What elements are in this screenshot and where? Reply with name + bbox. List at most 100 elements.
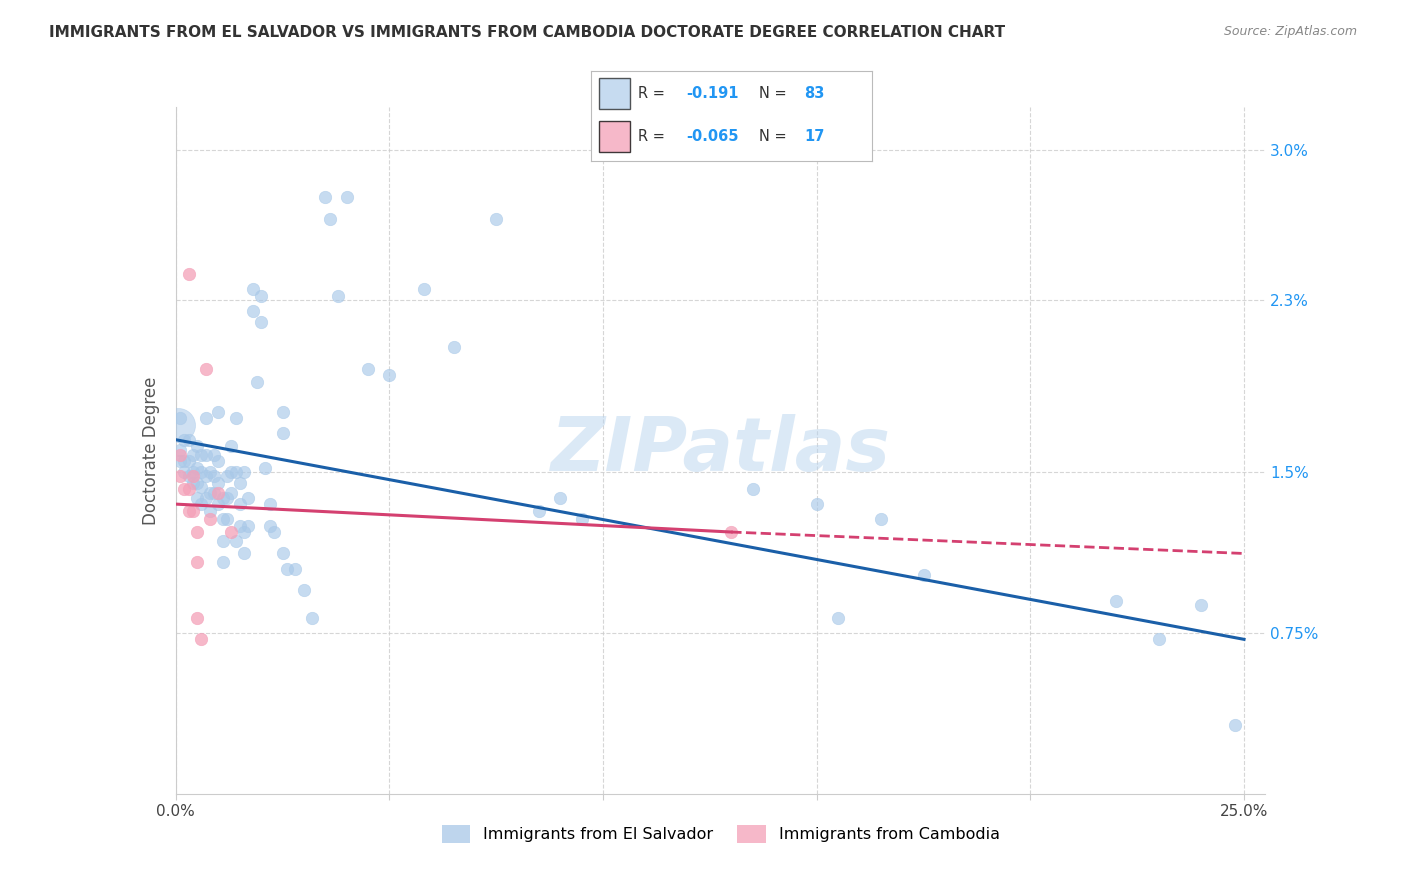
Point xyxy=(301,611,323,625)
Point xyxy=(250,315,273,329)
Point xyxy=(186,460,208,475)
Point xyxy=(177,469,200,483)
Point xyxy=(263,524,285,539)
Point xyxy=(190,632,212,647)
Point xyxy=(806,497,828,511)
Text: 17: 17 xyxy=(804,129,824,144)
Point xyxy=(181,448,204,462)
Text: 83: 83 xyxy=(804,87,824,101)
Point xyxy=(1225,718,1247,732)
Point xyxy=(276,561,298,575)
Point xyxy=(233,546,256,561)
Point xyxy=(827,611,849,625)
Text: IMMIGRANTS FROM EL SALVADOR VS IMMIGRANTS FROM CAMBODIA DOCTORATE DEGREE CORRELA: IMMIGRANTS FROM EL SALVADOR VS IMMIGRANT… xyxy=(49,25,1005,40)
Point xyxy=(190,480,212,494)
Point xyxy=(259,518,281,533)
Point xyxy=(1105,593,1128,607)
Point xyxy=(186,491,208,505)
Point xyxy=(198,512,221,526)
Text: R =: R = xyxy=(638,87,665,101)
Point xyxy=(336,190,359,204)
Point xyxy=(211,491,233,505)
Point xyxy=(326,289,349,303)
Point xyxy=(225,465,247,479)
Text: -0.191: -0.191 xyxy=(686,87,738,101)
Point xyxy=(198,486,221,500)
Point xyxy=(207,497,229,511)
Point xyxy=(198,465,221,479)
Y-axis label: Doctorate Degree: Doctorate Degree xyxy=(142,376,160,524)
Point xyxy=(207,475,229,490)
Point xyxy=(190,448,212,462)
Point xyxy=(202,469,225,483)
FancyBboxPatch shape xyxy=(599,78,630,109)
Point xyxy=(186,611,208,625)
Point xyxy=(912,568,935,582)
Point xyxy=(186,524,208,539)
Point xyxy=(869,512,891,526)
Point xyxy=(173,454,195,468)
Point xyxy=(271,546,294,561)
Point xyxy=(173,482,195,496)
Point xyxy=(169,454,191,468)
Point xyxy=(215,491,238,505)
Point xyxy=(246,375,269,389)
Point xyxy=(571,512,593,526)
Point xyxy=(181,469,204,483)
Text: N =: N = xyxy=(759,87,787,101)
Point xyxy=(254,460,277,475)
Point xyxy=(169,443,191,458)
Point xyxy=(485,211,508,226)
Point xyxy=(207,454,229,468)
Point xyxy=(242,283,264,297)
Point xyxy=(167,417,190,432)
Point xyxy=(190,497,212,511)
Point xyxy=(215,469,238,483)
Point xyxy=(169,411,191,425)
Point xyxy=(202,448,225,462)
Point xyxy=(225,411,247,425)
Point xyxy=(186,555,208,569)
Text: -0.065: -0.065 xyxy=(686,129,738,144)
Point xyxy=(238,518,260,533)
Point xyxy=(250,289,273,303)
Point xyxy=(229,497,252,511)
Point xyxy=(527,503,550,517)
Point xyxy=(194,469,217,483)
Point xyxy=(177,482,200,496)
Point xyxy=(181,475,204,490)
Point xyxy=(211,512,233,526)
Text: Source: ZipAtlas.com: Source: ZipAtlas.com xyxy=(1223,25,1357,38)
Point xyxy=(177,268,200,282)
Point xyxy=(271,426,294,441)
Point xyxy=(173,433,195,447)
Point xyxy=(271,405,294,419)
Point xyxy=(741,482,763,496)
Point xyxy=(318,211,340,226)
Point xyxy=(211,533,233,548)
Point xyxy=(207,486,229,500)
Point xyxy=(259,497,281,511)
Point xyxy=(215,512,238,526)
Text: N =: N = xyxy=(759,129,787,144)
Point xyxy=(378,368,401,383)
Point xyxy=(284,561,307,575)
Point xyxy=(211,555,233,569)
FancyBboxPatch shape xyxy=(599,121,630,152)
Point xyxy=(202,486,225,500)
Text: ZIPatlas: ZIPatlas xyxy=(551,414,890,487)
Point xyxy=(238,491,260,505)
Point xyxy=(194,448,217,462)
Point xyxy=(292,582,315,597)
Point xyxy=(186,439,208,453)
Point xyxy=(225,533,247,548)
Point xyxy=(221,439,243,453)
Point xyxy=(177,433,200,447)
Point xyxy=(221,524,243,539)
Point xyxy=(221,465,243,479)
Point xyxy=(412,283,434,297)
Point xyxy=(1147,632,1170,647)
Point xyxy=(229,518,252,533)
Point xyxy=(229,475,252,490)
Point xyxy=(207,405,229,419)
